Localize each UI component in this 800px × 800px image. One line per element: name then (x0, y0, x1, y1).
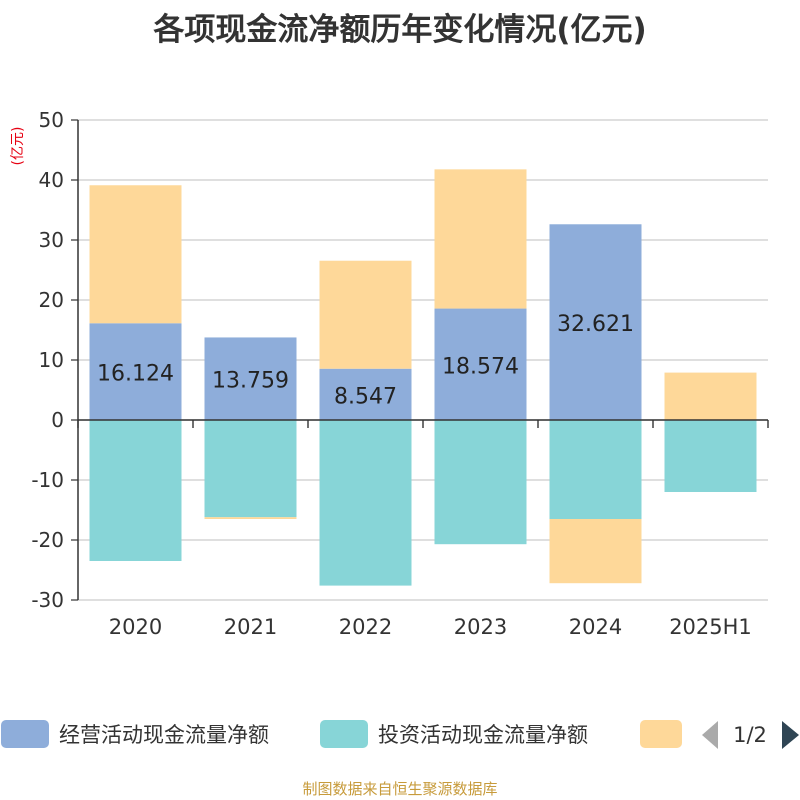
bar-series2-2023[interactable] (434, 420, 527, 545)
legend-page-indicator: 1/2 (733, 723, 767, 747)
axis-layer: 50 40 30 20 10 0 -10 -20 -30 2020 2021 2022 2023 2024… (31, 108, 769, 639)
data-label: 16.124 (97, 362, 174, 387)
labels-layer: 16.124 13.759 8.547 18.574 32.621 (97, 312, 634, 409)
y-tick-label: 20 (39, 288, 64, 312)
legend-swatch-investing[interactable] (320, 720, 368, 748)
legend-swatch-financing[interactable] (640, 720, 682, 748)
y-tick-label: 30 (39, 228, 64, 252)
legend-label-investing[interactable]: 投资活动现金流量净额 (378, 723, 588, 747)
data-label: 32.621 (557, 312, 634, 337)
bar-series2-2025H1[interactable] (664, 420, 757, 492)
x-tick-label: 2023 (454, 615, 507, 639)
legend-swatch-operating[interactable] (1, 720, 49, 748)
bar-series1-2021[interactable] (204, 337, 297, 420)
bar-series1-2023[interactable] (434, 308, 527, 420)
bar-series1-2020[interactable] (89, 323, 182, 420)
y-tick-label: -20 (31, 528, 64, 552)
bars-layer (89, 169, 757, 586)
bar-series1-2022[interactable] (319, 368, 412, 420)
x-tick-label: 2020 (109, 615, 162, 639)
data-label: 18.574 (442, 354, 519, 379)
bar-series2-2020[interactable] (89, 420, 182, 561)
bar-series3-2025H1[interactable] (664, 372, 757, 420)
bar-series3-2021[interactable] (204, 517, 297, 519)
x-tick-label: 2024 (569, 615, 622, 639)
y-axis-label: (亿元) (10, 127, 26, 166)
y-tick-label: 50 (39, 108, 64, 132)
bar-series2-2021[interactable] (204, 420, 297, 518)
data-label: 13.759 (212, 369, 289, 394)
bar-series3-2023[interactable] (434, 169, 527, 309)
legend-label-operating[interactable]: 经营活动现金流量净额 (59, 723, 269, 747)
bar-series3-2024[interactable] (549, 519, 642, 584)
bar-series3-2022[interactable] (319, 260, 412, 369)
y-tick-label: -10 (31, 468, 64, 492)
x-tick-label: 2022 (339, 615, 392, 639)
bar-series3-2020[interactable] (89, 185, 182, 324)
x-tick-label: 2021 (224, 615, 277, 639)
bar-series1-2024[interactable] (549, 224, 642, 420)
y-tick-label: -30 (31, 588, 64, 612)
legend: 经营活动现金流量净额 投资活动现金流量净额 1/2 (1, 720, 799, 749)
legend-prev-arrow-icon[interactable] (702, 721, 718, 749)
data-label: 8.547 (334, 384, 397, 409)
bar-series2-2024[interactable] (549, 420, 642, 519)
footer-source: 制图数据来自恒生聚源数据库 (302, 780, 498, 798)
x-tick-label: 2025H1 (669, 615, 752, 639)
y-tick-label: 40 (39, 168, 64, 192)
y-tick-label: 10 (39, 348, 64, 372)
y-tick-label: 0 (51, 408, 64, 432)
bar-series2-2022[interactable] (319, 420, 412, 586)
legend-next-arrow-icon[interactable] (782, 721, 799, 749)
chart-title: 各项现金流净额历年变化情况(亿元) (153, 12, 647, 48)
